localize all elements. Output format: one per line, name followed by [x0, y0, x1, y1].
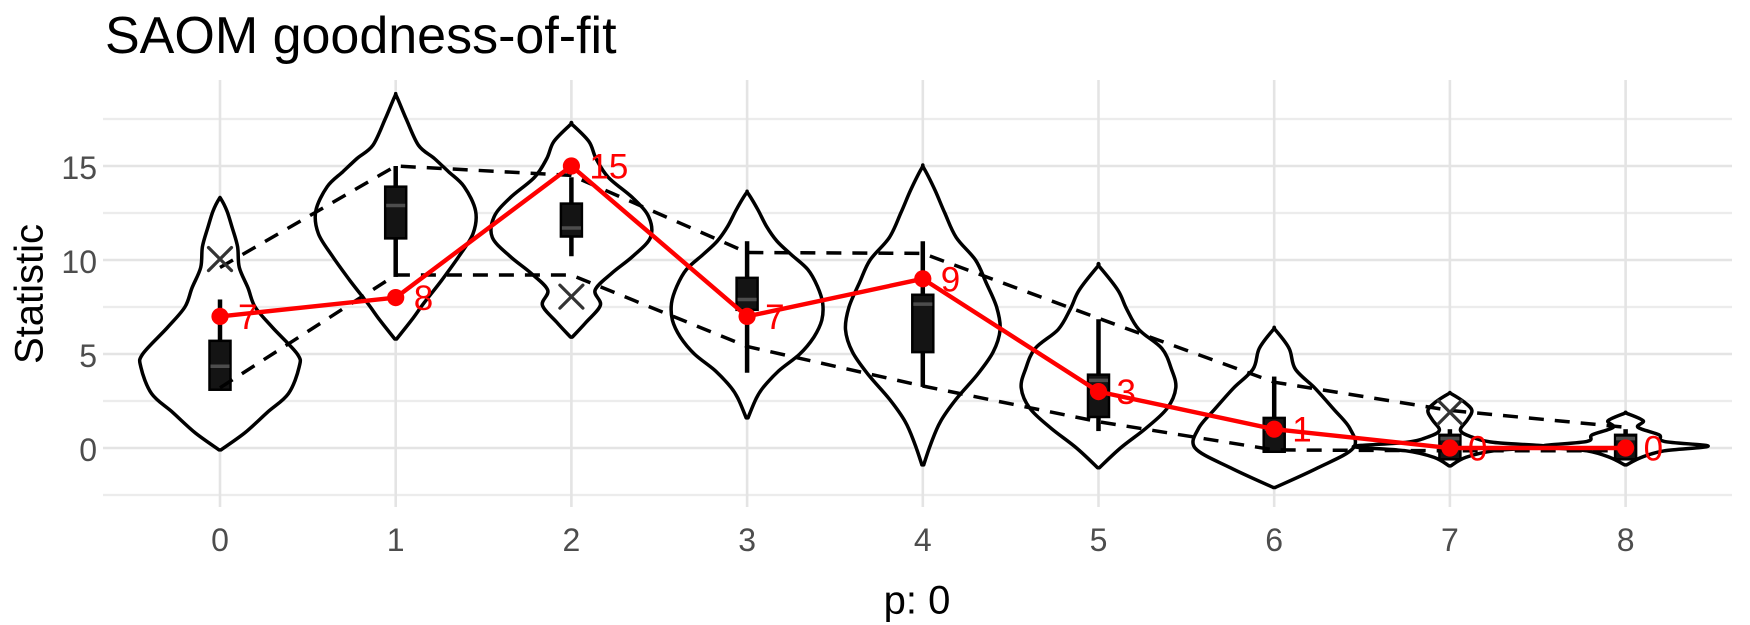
chart-title: SAOM goodness-of-fit — [105, 7, 617, 65]
envelope-lower — [219, 273, 1626, 453]
x-tick-label: 1 — [387, 522, 405, 558]
observed-point-x5 — [1089, 383, 1108, 401]
observed-label-x7: 0 — [1468, 430, 1487, 469]
cross-marker-x0 — [206, 245, 234, 273]
envelopes — [219, 164, 1626, 453]
observed-label-x6: 1 — [1292, 411, 1311, 450]
x-tick-label: 3 — [738, 522, 756, 558]
y-tick-label: 5 — [79, 338, 97, 374]
observed-label-x1: 8 — [414, 279, 433, 318]
observed-label-x4: 9 — [941, 260, 960, 299]
observed-point-x0 — [211, 307, 229, 325]
observed-label-x2: 15 — [589, 148, 628, 187]
x-tick-label: 0 — [211, 522, 229, 558]
box — [383, 185, 408, 240]
x-tick-label: 2 — [563, 522, 581, 558]
y-axis-title: Statistic — [7, 223, 52, 365]
observed-point-x8 — [1617, 439, 1635, 457]
x-axis-title: p: 0 — [883, 578, 951, 623]
box — [559, 202, 584, 238]
cross-marker-x7 — [1436, 399, 1464, 426]
observed-point-x2 — [562, 157, 581, 175]
x-tick-label: 5 — [1090, 522, 1108, 558]
observed-point-x3 — [738, 307, 756, 325]
observed-point-x6 — [1265, 420, 1283, 438]
y-tick-label: 10 — [61, 244, 97, 280]
observed-point-x1 — [387, 289, 405, 307]
cross-stroke — [558, 283, 585, 310]
observed-label-x3: 7 — [765, 298, 784, 337]
x-tick-label: 6 — [1265, 522, 1283, 558]
y-tick-label: 0 — [79, 432, 97, 468]
observed-label-x0: 7 — [238, 298, 257, 337]
observed-label-x8: 0 — [1644, 430, 1663, 469]
observed-series: 7 8 15 7 9 3 1 0 0 — [211, 148, 1663, 469]
cross-stroke — [1436, 399, 1464, 426]
x-tick-label: 7 — [1441, 522, 1459, 558]
observed-point-x4 — [914, 270, 932, 288]
observed-point-x7 — [1441, 439, 1459, 457]
cross-stroke — [206, 245, 234, 273]
box — [735, 276, 759, 312]
boxplot-x4 — [911, 241, 935, 387]
envelope-upper — [219, 164, 1626, 430]
cross-markers — [206, 245, 1464, 426]
cross-marker-x2 — [558, 283, 585, 310]
x-tick-label: 4 — [914, 522, 932, 558]
y-tick-label: 15 — [61, 150, 97, 186]
box — [911, 293, 935, 354]
x-tick-label: 8 — [1617, 522, 1635, 558]
boxplot-x2 — [559, 177, 584, 257]
boxplot-x1 — [383, 166, 408, 277]
observed-label-x5: 3 — [1117, 373, 1136, 412]
